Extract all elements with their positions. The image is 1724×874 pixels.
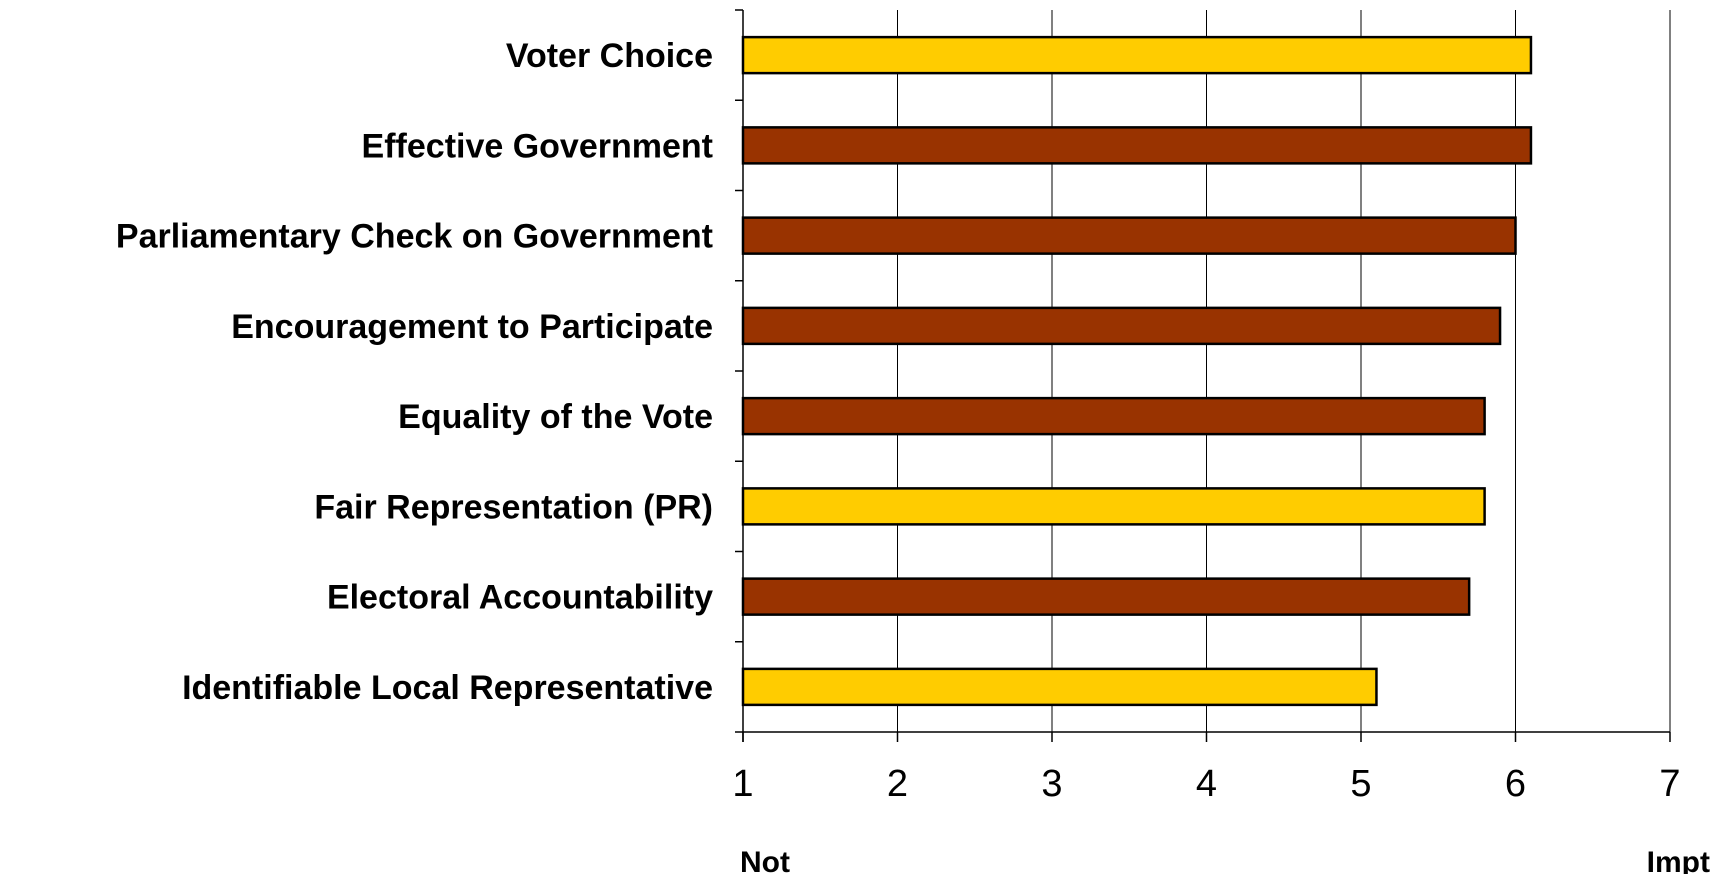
- bar-6: [741, 487, 1486, 526]
- bar-2: [741, 126, 1533, 165]
- bar-3: [741, 216, 1517, 255]
- x-tick-label-5: 5: [1350, 763, 1371, 805]
- x-tick-labels: 1 2 3 4 5 6 7: [732, 763, 1680, 805]
- x-tick-label-6: 6: [1505, 763, 1526, 805]
- x-tick-label-4: 4: [1196, 763, 1217, 805]
- x-tick-label-3: 3: [1041, 763, 1062, 805]
- bar-8: [741, 667, 1378, 707]
- category-labels: Voter Choice Effective Government Parliame…: [116, 37, 713, 707]
- bar-7: [741, 577, 1471, 616]
- x-low-end-label: Not: [740, 846, 790, 874]
- category-label-3: Parliamentary Check on Government: [116, 218, 713, 256]
- x-tick-label-7: 7: [1659, 763, 1680, 805]
- category-label-2: Effective Government: [362, 127, 713, 165]
- bar-4: [741, 306, 1502, 346]
- bar-5: [741, 396, 1486, 436]
- x-high-end-label: Impt: [1647, 846, 1710, 874]
- category-label-8: Identifiable Local Representative: [182, 669, 713, 707]
- bar-1: [741, 35, 1533, 75]
- axes: [735, 9, 1671, 742]
- x-tick-label-1: 1: [732, 763, 753, 805]
- bars: [741, 35, 1533, 707]
- category-label-1: Voter Choice: [506, 37, 713, 75]
- category-label-7: Electoral Accountability: [327, 579, 713, 617]
- x-tick-label-2: 2: [887, 763, 908, 805]
- category-label-6: Fair Representation (PR): [314, 488, 713, 526]
- gridlines: [897, 10, 1671, 732]
- category-label-5: Equality of the Vote: [398, 398, 713, 436]
- category-label-4: Encouragement to Participate: [231, 308, 713, 346]
